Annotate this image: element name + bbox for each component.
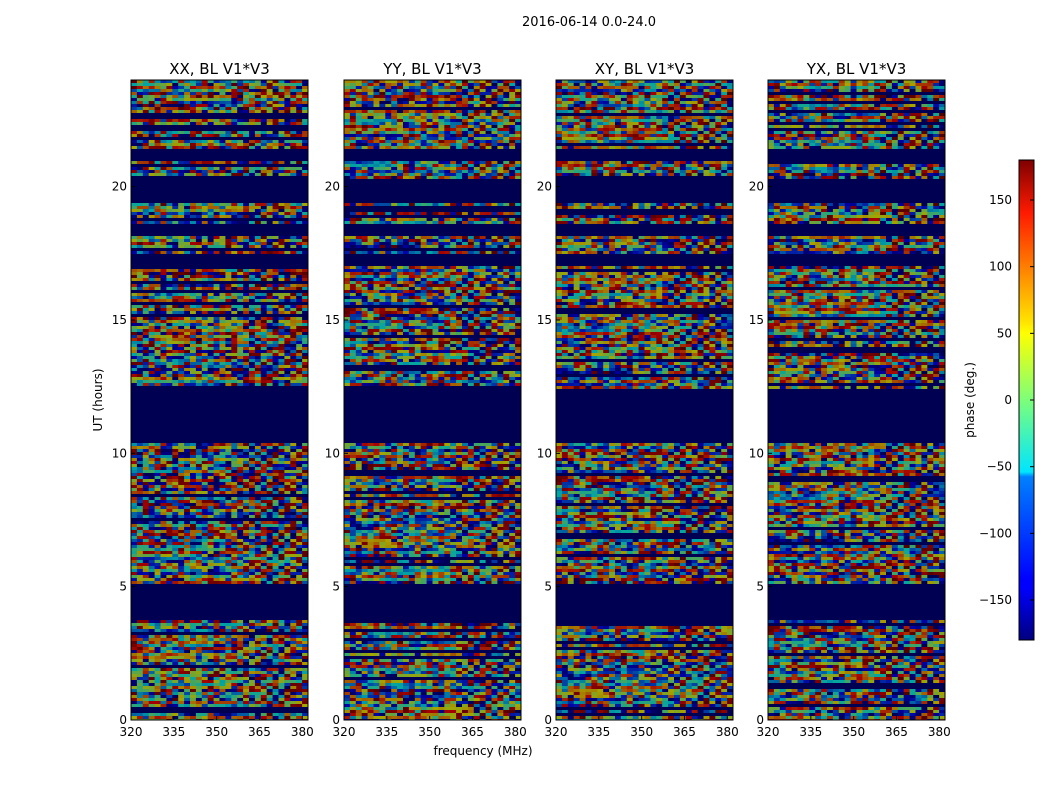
- x-tick-label: 380: [504, 725, 527, 739]
- axes-frame: [555, 79, 734, 721]
- y-tick-label: 10: [112, 446, 127, 460]
- y-tick-label: 0: [544, 713, 552, 727]
- x-tick-label: 365: [673, 725, 696, 739]
- y-tick-label: 20: [325, 180, 340, 194]
- noise-overlay: [344, 80, 521, 720]
- x-tick-label: 365: [885, 725, 908, 739]
- panel-title: YY, BL V1*V3: [382, 60, 481, 78]
- x-tick-label: 365: [461, 725, 484, 739]
- x-tick-label: 365: [248, 725, 271, 739]
- panel-title: YX, BL V1*V3: [806, 60, 907, 78]
- panel-title: XX, BL V1*V3: [169, 60, 270, 78]
- y-tick-label: 5: [332, 580, 340, 594]
- colorbar-ticks: −150 −100 −50 0 50 100 150: [979, 193, 1034, 607]
- phase-image: [556, 80, 733, 720]
- y-tick-label: 0: [332, 713, 340, 727]
- y-tick-label: 10: [537, 446, 552, 460]
- x-tick-label: 320: [333, 725, 356, 739]
- y-tick-label: 15: [749, 313, 764, 327]
- noise-overlay: [768, 80, 945, 720]
- y-tick-label: 20: [112, 180, 127, 194]
- colorbar-tick-label: −100: [979, 526, 1012, 540]
- x-tick-label: 380: [928, 725, 951, 739]
- x-tick-label: 350: [205, 725, 228, 739]
- panel-xy: XY, BL V1*V3 320 335 350 365 380 0 5 10 15 20: [537, 60, 739, 739]
- x-tick-label: 335: [162, 725, 185, 739]
- x-tick-label: 320: [545, 725, 568, 739]
- y-tick-label: 10: [325, 446, 340, 460]
- panel-title: XY, BL V1*V3: [595, 60, 695, 78]
- x-tick-label: 350: [842, 725, 865, 739]
- x-tick-label: 350: [630, 725, 653, 739]
- colorbar-tick-label: −50: [987, 460, 1012, 474]
- x-tick-label: 335: [375, 725, 398, 739]
- colorbar-tick-label: 50: [997, 326, 1012, 340]
- panel-yx: YX, BL V1*V3 320 335 350 365 380 0 5 10 15 20: [749, 60, 951, 739]
- x-tick-label: 380: [716, 725, 739, 739]
- y-tick-label: 0: [756, 713, 764, 727]
- colorbar: −150 −100 −50 0 50 100 150 phase (deg.): [963, 159, 1035, 641]
- x-tick-label: 350: [418, 725, 441, 739]
- panel-yy: YY, BL V1*V3 320 335 350 365 380 0 5 10 15 20: [325, 60, 527, 739]
- axes-frame: [767, 79, 946, 721]
- y-tick-label: 20: [537, 180, 552, 194]
- noise-overlay: [131, 80, 308, 720]
- noise-overlay: [556, 80, 733, 720]
- phase-image: [131, 80, 308, 720]
- x-tick-label: 320: [757, 725, 780, 739]
- x-axis-label: frequency (MHz): [433, 744, 532, 758]
- y-tick-label: 15: [325, 313, 340, 327]
- y-tick-label: 15: [112, 313, 127, 327]
- colorbar-tick-label: 100: [989, 260, 1012, 274]
- y-tick-label: 20: [749, 180, 764, 194]
- y-tick-label: 0: [119, 713, 127, 727]
- y-tick-label: 5: [756, 580, 764, 594]
- y-tick-label: 5: [119, 580, 127, 594]
- x-tick-label: 380: [291, 725, 314, 739]
- y-tick-label: 10: [749, 446, 764, 460]
- y-tick-label: 15: [537, 313, 552, 327]
- panel-xx: XX, BL V1*V3 320 335 350 365 380 0 5 10 15 20: [112, 60, 314, 739]
- y-tick-label: 5: [544, 580, 552, 594]
- axes-frame: [130, 79, 309, 721]
- colorbar-tick-label: 0: [1004, 393, 1012, 407]
- x-tick-label: 320: [120, 725, 143, 739]
- x-tick-label: 335: [799, 725, 822, 739]
- colorbar-label: phase (deg.): [963, 362, 977, 438]
- axes-frame: [343, 79, 522, 721]
- colorbar-tick-label: −150: [979, 593, 1012, 607]
- phase-image: [344, 80, 521, 720]
- figure-title: 2016-06-14 0.0-24.0: [522, 15, 656, 30]
- x-tick-label: 335: [587, 725, 610, 739]
- y-axis-label: UT (hours): [91, 368, 105, 431]
- colorbar-tick-label: 150: [989, 193, 1012, 207]
- phase-image: [768, 80, 945, 720]
